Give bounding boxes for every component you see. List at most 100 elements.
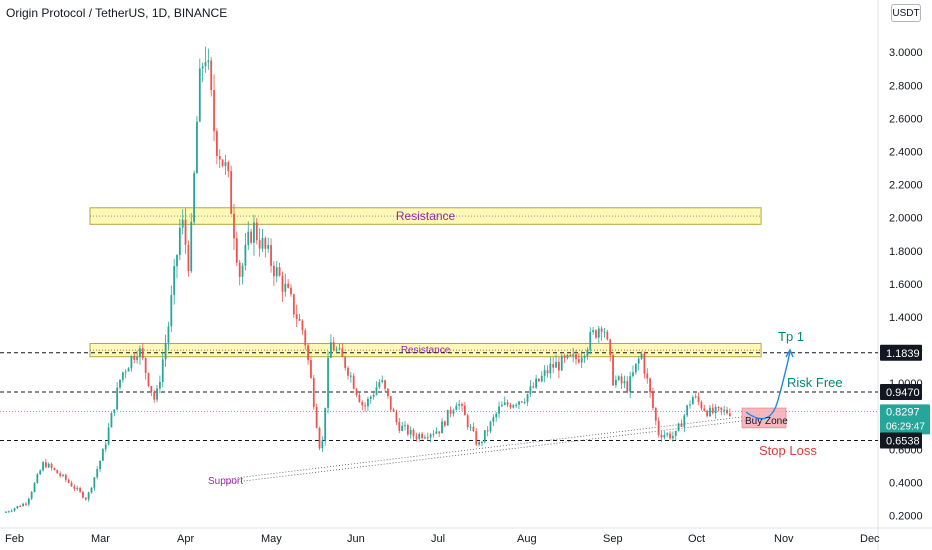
candle-body: [409, 429, 412, 435]
candle-body: [121, 372, 124, 380]
y-tick-label: 1.4000: [889, 312, 923, 324]
candle-body: [292, 294, 295, 315]
annotation-risk-free: Risk Free: [787, 375, 843, 390]
candle-body: [295, 314, 298, 319]
candle-body: [560, 355, 563, 371]
level-price-tag: [880, 383, 922, 400]
candle-body: [632, 372, 634, 377]
candle-body: [178, 227, 181, 256]
candle-body: [213, 90, 215, 132]
candle-body: [375, 387, 378, 395]
support-trendline-lower: [225, 418, 762, 484]
level-price-label: 1.1839: [886, 348, 920, 360]
candle-body: [566, 354, 569, 358]
candle-body: [654, 408, 657, 421]
candle-body: [555, 361, 557, 368]
candle-body: [82, 491, 84, 498]
candle-body: [720, 407, 723, 411]
candle-body: [327, 357, 329, 408]
candle-body: [512, 405, 515, 408]
level-price-label: 0.9470: [886, 387, 920, 399]
target-path-curve: [745, 351, 791, 420]
candle-body: [429, 434, 432, 438]
candle-body: [141, 348, 144, 359]
candle-body: [586, 349, 589, 356]
candle-body: [432, 433, 435, 435]
candle-body: [10, 510, 13, 512]
candle-body: [204, 62, 207, 67]
candle-body: [572, 354, 575, 356]
candle-body: [523, 402, 526, 404]
y-tick-label: 2.8000: [889, 80, 923, 92]
annotation-stop-loss: Stop Loss: [759, 443, 817, 458]
candle-body: [22, 503, 24, 507]
candle-body: [16, 506, 19, 509]
candle-body: [73, 486, 76, 489]
currency-button[interactable]: USDT: [891, 4, 921, 22]
candle-body: [99, 460, 101, 470]
candle-body: [367, 398, 369, 407]
candle-body: [255, 222, 258, 241]
candle-body: [53, 468, 56, 470]
candle-body: [569, 354, 572, 356]
candle-body: [418, 433, 421, 439]
candle-body: [694, 396, 697, 398]
candle-body: [301, 320, 304, 331]
target-arrow-head: [785, 348, 794, 358]
candle-body: [372, 394, 375, 397]
candle-body: [161, 359, 164, 383]
candle-body: [156, 388, 158, 400]
candle-body: [30, 491, 33, 499]
candle-body: [321, 440, 324, 449]
candle-body: [595, 330, 597, 338]
candle-body: [335, 349, 338, 351]
zone-label: Resistance: [401, 345, 451, 356]
candle-body: [84, 497, 87, 500]
annotation-buy-zone: Buy Zone: [745, 416, 788, 427]
candle-body: [355, 388, 358, 395]
annotation-tp-1: Tp 1: [778, 329, 804, 344]
candle-body: [287, 283, 290, 288]
candle-body: [7, 511, 10, 513]
candle-body: [426, 437, 429, 439]
candle-body: [79, 488, 81, 492]
candle-body: [47, 463, 50, 468]
candle-body: [181, 219, 184, 228]
candle-body: [341, 348, 344, 357]
candle-body: [532, 386, 535, 388]
candle-body: [392, 409, 395, 412]
candle-body: [424, 437, 426, 439]
candle-body: [36, 474, 39, 483]
candle-body: [198, 68, 201, 122]
candle-body: [5, 511, 7, 513]
candle-body: [529, 386, 532, 395]
x-tick-label: Dec: [860, 533, 880, 545]
candle-body: [104, 444, 107, 450]
candle-body: [700, 401, 703, 409]
candle-body: [13, 508, 16, 511]
candle-body: [96, 469, 99, 478]
level-price-label: 0.6538: [886, 435, 920, 447]
candle-body: [415, 436, 418, 439]
candle-body: [711, 407, 714, 414]
candle-body: [275, 267, 278, 277]
candle-body: [441, 421, 443, 434]
y-tick-label: 2.6000: [889, 113, 923, 125]
candle-body: [176, 255, 178, 267]
candle-body: [672, 435, 674, 439]
candle-body: [70, 482, 73, 487]
candle-body: [235, 238, 238, 263]
candle-body: [652, 392, 654, 409]
candle-body: [153, 392, 156, 400]
candle-body: [674, 430, 677, 436]
candle-body: [119, 379, 121, 388]
candle-body: [575, 354, 577, 360]
y-tick-label: 2.0000: [889, 213, 923, 225]
candle-body: [558, 361, 560, 371]
candle-body: [59, 473, 62, 476]
candle-body: [196, 121, 198, 174]
candle-body: [378, 382, 381, 388]
zone-label: Resistance: [396, 209, 456, 223]
candle-body: [258, 240, 261, 249]
